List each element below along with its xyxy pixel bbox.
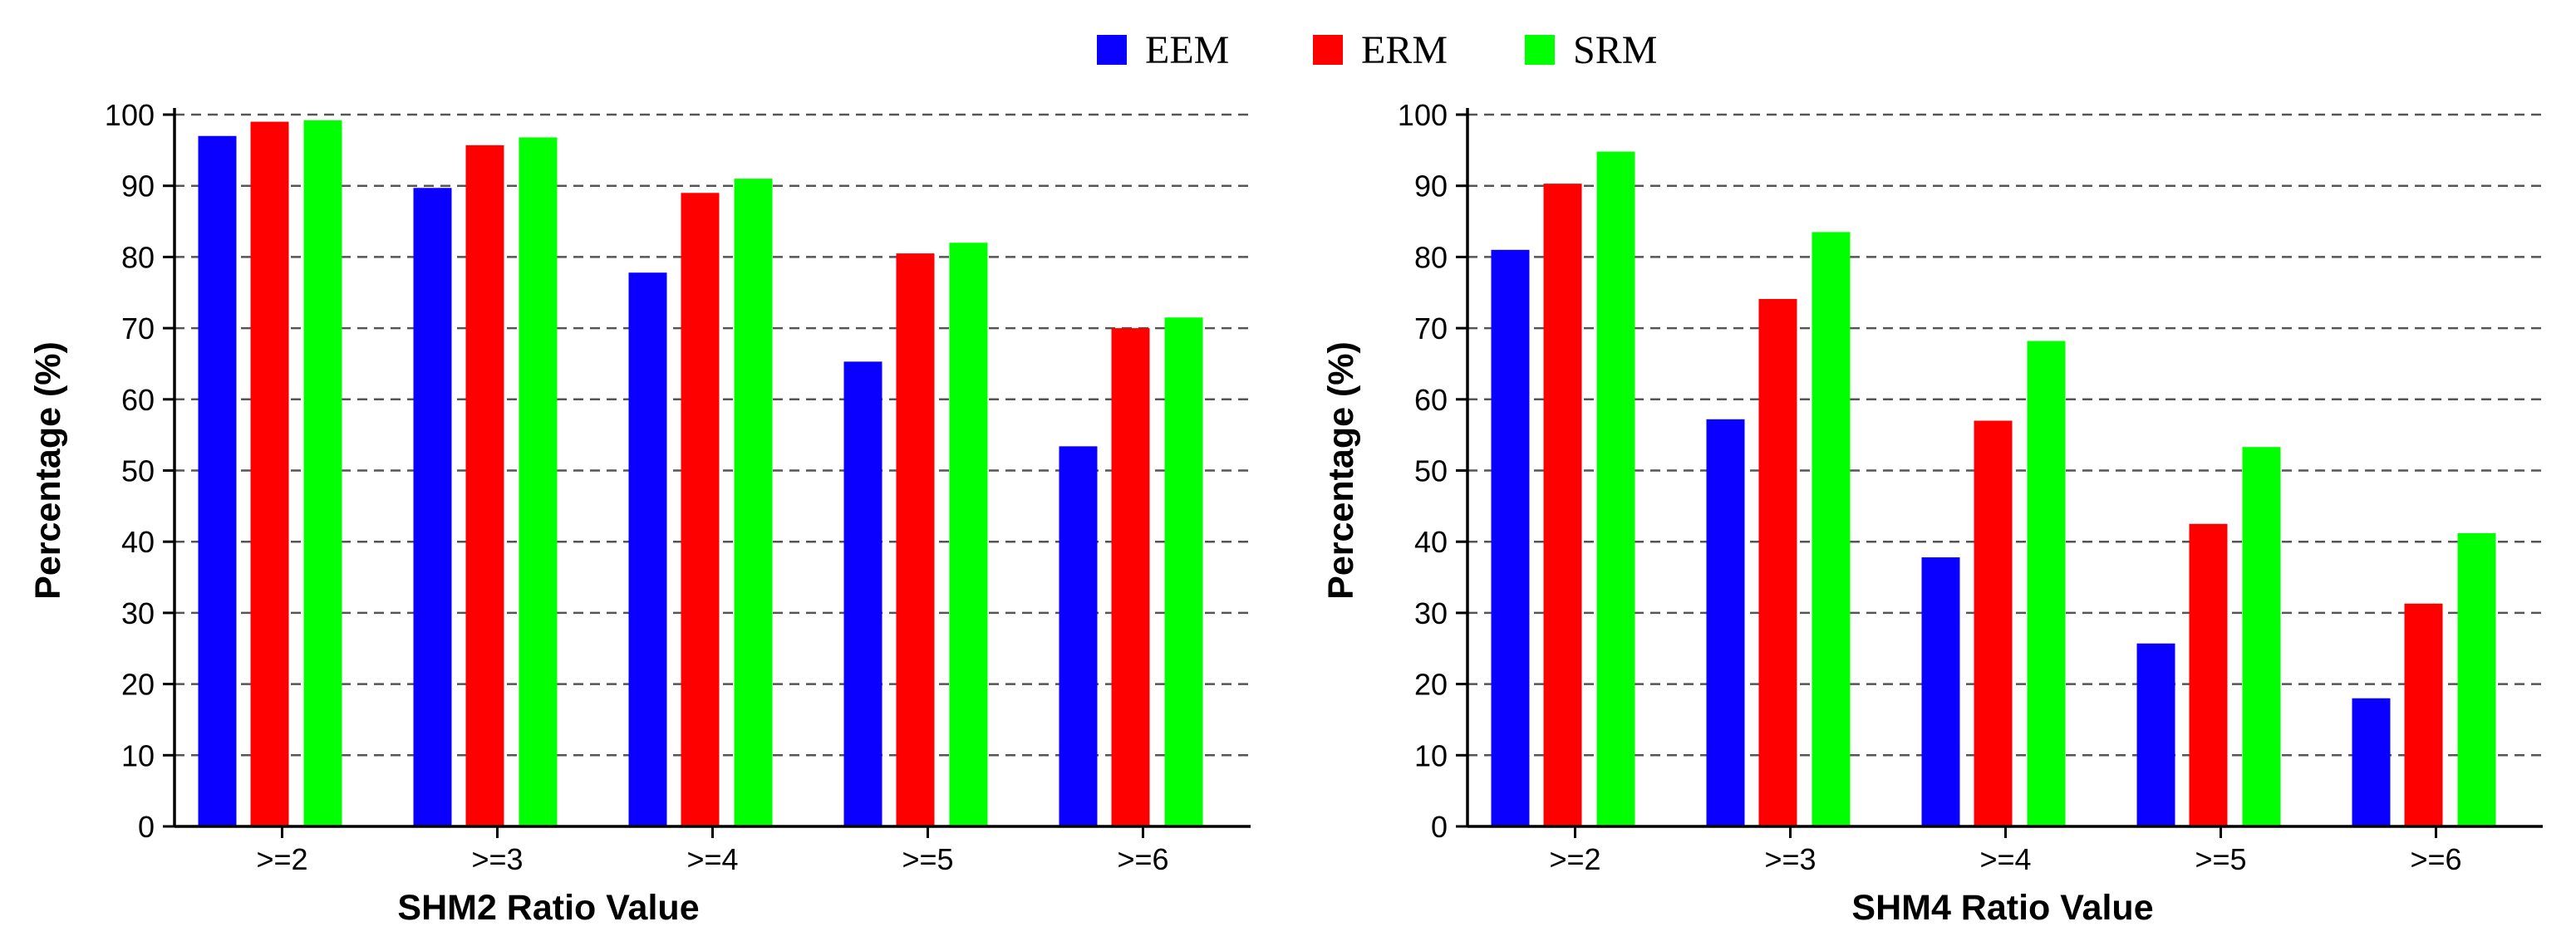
- bar-erm-2: [250, 121, 289, 826]
- bar-erm-5: [896, 253, 935, 826]
- bar-srm-2: [1596, 151, 1635, 827]
- bar-eem-6: [2352, 698, 2391, 826]
- x-tick-label: >=4: [686, 842, 738, 876]
- bar-erm-5: [2189, 523, 2228, 826]
- bar-srm-4: [2027, 341, 2066, 826]
- bar-srm-5: [949, 243, 988, 826]
- y-tick-label: 70: [1414, 311, 1448, 346]
- y-tick-label: 100: [1398, 98, 1448, 132]
- y-tick-label: 10: [1414, 738, 1448, 772]
- y-tick-label: 20: [121, 668, 155, 702]
- x-axis-label: SHM2 Ratio Value: [397, 888, 699, 928]
- x-tick-label: >=4: [1979, 842, 2031, 876]
- y-tick-label: 10: [121, 738, 155, 772]
- chart-shm2: 0 10 20 30 40 50 60 70 80 90 100 >=2 >=3 >=4 >=5 >=6 SHM…: [28, 98, 1251, 928]
- legend-label-erm: ERM: [1361, 28, 1448, 72]
- y-tick-label: 60: [121, 383, 155, 417]
- bar-eem-3: [1706, 419, 1745, 826]
- x-tick-label: >=3: [471, 842, 523, 876]
- bar-srm-6: [1164, 317, 1203, 826]
- y-tick-label: 80: [1414, 240, 1448, 274]
- bar-erm-6: [2404, 603, 2443, 826]
- y-tick-label: 50: [121, 454, 155, 488]
- bar-srm-3: [519, 137, 558, 826]
- y-axis-label: Percentage (%): [28, 341, 68, 600]
- y-tick-label: 0: [138, 810, 155, 844]
- bar-eem-5: [2136, 643, 2175, 826]
- x-tick-label: >=6: [1117, 842, 1168, 876]
- bar-eem-6: [1059, 446, 1098, 826]
- bar-srm-2: [303, 120, 342, 826]
- x-axis-label: SHM4 Ratio Value: [1851, 888, 2153, 928]
- y-tick-label: 100: [105, 98, 155, 132]
- y-tick-label: 90: [1414, 169, 1448, 203]
- y-tick-label: 0: [1431, 810, 1448, 844]
- x-tick-label: >=2: [256, 842, 307, 876]
- y-tick-label: 40: [121, 525, 155, 559]
- y-axis-label: Percentage (%): [1321, 341, 1361, 600]
- bar-srm-5: [2242, 447, 2281, 826]
- y-tick-label: 70: [121, 311, 155, 346]
- bar-eem-5: [843, 361, 882, 826]
- bar-srm-3: [1812, 232, 1851, 826]
- bar-erm-6: [1111, 328, 1150, 827]
- bar-eem-4: [1921, 557, 1960, 826]
- bar-erm-2: [1543, 184, 1582, 826]
- x-tick-label: >=6: [2410, 842, 2461, 876]
- bar-erm-4: [1974, 420, 2013, 826]
- x-tick-label: >=5: [2195, 842, 2246, 876]
- legend: EEM ERM SRM: [1097, 28, 1657, 72]
- bar-srm-4: [734, 179, 773, 826]
- bar-erm-3: [465, 145, 504, 826]
- bar-srm-6: [2457, 532, 2496, 826]
- y-tick-label: 30: [1414, 596, 1448, 630]
- x-tick-label: >=2: [1549, 842, 1600, 876]
- legend-swatch-srm: [1525, 35, 1555, 65]
- bar-eem-3: [413, 188, 452, 826]
- y-tick-label: 50: [1414, 454, 1448, 488]
- bar-erm-4: [681, 193, 720, 826]
- y-tick-label: 40: [1414, 525, 1448, 559]
- legend-label-eem: EEM: [1145, 28, 1229, 72]
- bar-erm-3: [1758, 298, 1797, 826]
- legend-label-srm: SRM: [1573, 28, 1657, 72]
- legend-swatch-eem: [1097, 35, 1127, 65]
- chart-shm4: 0 10 20 30 40 50 60 70 80 90 100 >=2 >=3 >=4 >=5 >=6 SHM…: [1321, 98, 2543, 928]
- bar-eem-4: [628, 272, 667, 826]
- y-tick-label: 30: [121, 596, 155, 630]
- legend-swatch-erm: [1313, 35, 1343, 65]
- bar-eem-2: [198, 135, 237, 826]
- y-tick-label: 80: [121, 240, 155, 274]
- y-tick-label: 90: [121, 169, 155, 203]
- x-tick-label: >=5: [902, 842, 953, 876]
- y-tick-label: 20: [1414, 668, 1448, 702]
- x-tick-label: >=3: [1764, 842, 1816, 876]
- bar-eem-2: [1491, 249, 1530, 827]
- y-tick-label: 60: [1414, 383, 1448, 417]
